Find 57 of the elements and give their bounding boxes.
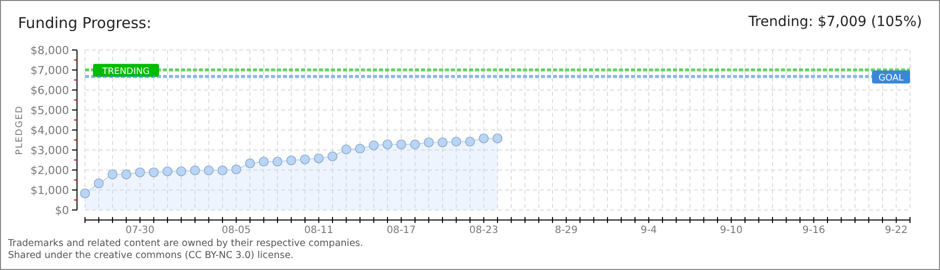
- y-tick-label: $3,000: [30, 144, 69, 157]
- x-tick-label: 9-16: [802, 225, 826, 236]
- point: [218, 166, 228, 176]
- point: [108, 170, 118, 180]
- point: [245, 158, 255, 168]
- y-tick-label: $5,000: [30, 104, 69, 117]
- point: [190, 166, 200, 176]
- point: [328, 152, 338, 162]
- ref-line-label: TRENDING: [101, 66, 150, 77]
- point: [314, 154, 324, 164]
- x-tick-label: 08-23: [469, 225, 498, 236]
- point: [148, 168, 159, 178]
- text: Trademarks and related content are owned by their respective companies.: [7, 238, 364, 249]
- point: [465, 136, 475, 146]
- point: [272, 156, 282, 166]
- y-tick-label: $6,000: [30, 84, 69, 97]
- ref-line-label: GOAL: [878, 74, 904, 84]
- x-tick-label: 08-11: [304, 225, 334, 236]
- point: [204, 166, 214, 176]
- x-tick-label: 08-05: [222, 225, 251, 236]
- point: [396, 140, 406, 150]
- point: [135, 168, 145, 178]
- y-axis-title: PLEDGED: [15, 105, 25, 155]
- point: [286, 156, 296, 166]
- point: [438, 138, 448, 148]
- point: [258, 156, 269, 166]
- y-tick-label: $7,000: [30, 64, 69, 77]
- point: [355, 144, 365, 154]
- x-tick-label: 8-29: [554, 225, 578, 236]
- x-tick-label: 07-30: [125, 225, 155, 236]
- point: [382, 140, 392, 150]
- point: [121, 170, 132, 180]
- point: [478, 134, 489, 144]
- point: [94, 178, 104, 188]
- point: [231, 164, 242, 174]
- point: [176, 166, 186, 176]
- y-tick-label: $4,000: [30, 124, 69, 137]
- text: Shared under the creative commons (CC BY-NC 3.0) license.: [8, 250, 294, 261]
- point: [300, 154, 310, 164]
- point: [368, 140, 379, 150]
- point: [451, 136, 462, 146]
- y-tick-label: $1,000: [30, 184, 69, 197]
- x-tick-label: 9-4: [640, 225, 657, 236]
- y-tick-label: $2,000: [30, 164, 69, 177]
- point: [80, 188, 90, 198]
- x-tick-label: 9-22: [884, 225, 908, 236]
- point: [492, 134, 502, 144]
- x-tick-label: 9-10: [720, 225, 743, 236]
- x-tick-label: 08-17: [386, 225, 416, 236]
- point: [424, 138, 434, 148]
- y-tick-label: $8,000: [30, 44, 69, 57]
- point: [410, 140, 420, 150]
- point: [162, 166, 172, 176]
- y-tick-label: $0: [55, 204, 69, 217]
- point: [341, 144, 352, 154]
- chart-subtitle: Trending: $7,009 (105%): [747, 14, 922, 30]
- chart-title: Funding Progress:: [18, 14, 152, 32]
